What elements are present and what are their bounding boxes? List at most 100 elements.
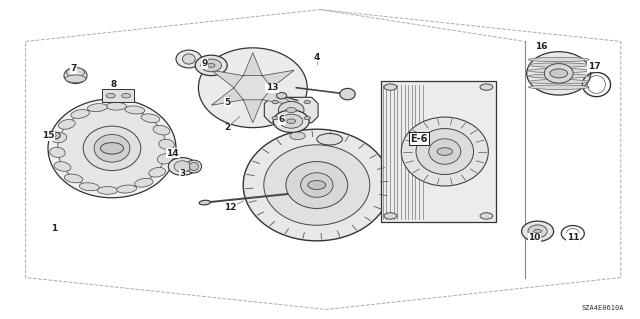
Ellipse shape	[528, 225, 547, 238]
Ellipse shape	[125, 106, 145, 114]
Ellipse shape	[529, 85, 589, 89]
Ellipse shape	[174, 161, 191, 172]
Ellipse shape	[54, 162, 71, 171]
Ellipse shape	[201, 59, 221, 72]
Ellipse shape	[153, 125, 170, 135]
Circle shape	[304, 100, 310, 104]
Text: 9: 9	[202, 59, 208, 68]
Circle shape	[534, 229, 541, 233]
Circle shape	[272, 100, 278, 104]
Circle shape	[304, 116, 310, 120]
Circle shape	[308, 181, 326, 189]
Ellipse shape	[290, 132, 305, 140]
Text: 7: 7	[70, 64, 77, 73]
Text: 16: 16	[534, 42, 547, 51]
Ellipse shape	[157, 154, 173, 164]
Ellipse shape	[168, 158, 196, 175]
Ellipse shape	[522, 221, 554, 241]
Ellipse shape	[301, 173, 333, 197]
Ellipse shape	[198, 48, 307, 128]
Text: 17: 17	[588, 63, 600, 71]
Polygon shape	[262, 70, 294, 88]
Text: 14: 14	[166, 149, 179, 158]
Ellipse shape	[141, 114, 160, 122]
Text: 5: 5	[224, 98, 230, 107]
Text: E-6: E-6	[410, 134, 428, 144]
Ellipse shape	[189, 162, 198, 171]
Circle shape	[437, 148, 452, 155]
Text: 4: 4	[314, 53, 320, 62]
Ellipse shape	[273, 110, 309, 132]
Ellipse shape	[64, 68, 87, 84]
FancyBboxPatch shape	[381, 81, 496, 222]
FancyBboxPatch shape	[102, 89, 134, 102]
Text: 11: 11	[566, 233, 579, 242]
Text: SZA4E0610A: SZA4E0610A	[582, 305, 624, 311]
Ellipse shape	[65, 75, 86, 83]
Ellipse shape	[264, 145, 370, 225]
Circle shape	[480, 84, 493, 90]
Ellipse shape	[286, 162, 348, 209]
Ellipse shape	[186, 160, 202, 173]
Text: 12: 12	[224, 203, 237, 212]
Ellipse shape	[243, 129, 390, 241]
Ellipse shape	[50, 147, 65, 157]
Polygon shape	[243, 100, 262, 123]
Text: 13: 13	[266, 83, 278, 92]
Ellipse shape	[416, 129, 474, 174]
Ellipse shape	[529, 63, 589, 67]
Polygon shape	[243, 53, 262, 76]
Circle shape	[106, 93, 115, 98]
Ellipse shape	[58, 120, 76, 129]
Ellipse shape	[529, 79, 589, 84]
Ellipse shape	[527, 52, 591, 95]
Text: 2: 2	[224, 123, 230, 132]
Text: 10: 10	[528, 233, 541, 242]
Ellipse shape	[83, 126, 141, 171]
Circle shape	[45, 132, 60, 139]
Polygon shape	[211, 70, 243, 88]
Circle shape	[122, 93, 131, 98]
Ellipse shape	[276, 93, 287, 99]
Polygon shape	[211, 88, 243, 105]
Ellipse shape	[529, 74, 589, 78]
Circle shape	[384, 213, 397, 219]
Circle shape	[384, 84, 397, 90]
Ellipse shape	[545, 63, 573, 83]
Ellipse shape	[94, 135, 130, 162]
Ellipse shape	[401, 117, 488, 186]
Polygon shape	[264, 97, 318, 123]
Ellipse shape	[234, 74, 272, 102]
Text: 3: 3	[179, 169, 186, 178]
Ellipse shape	[106, 102, 127, 110]
Ellipse shape	[176, 50, 202, 68]
Ellipse shape	[340, 88, 355, 100]
Ellipse shape	[48, 99, 176, 198]
Ellipse shape	[67, 68, 84, 77]
Ellipse shape	[148, 167, 166, 177]
Circle shape	[207, 63, 215, 67]
Circle shape	[287, 119, 296, 123]
Ellipse shape	[199, 200, 211, 205]
Circle shape	[286, 108, 296, 113]
Ellipse shape	[159, 139, 174, 149]
Ellipse shape	[280, 114, 303, 128]
Ellipse shape	[88, 104, 108, 112]
Circle shape	[550, 69, 568, 78]
Text: 15: 15	[42, 131, 54, 140]
Ellipse shape	[97, 187, 118, 194]
Circle shape	[272, 116, 278, 120]
Circle shape	[480, 213, 493, 219]
Text: 1: 1	[51, 224, 58, 233]
Ellipse shape	[278, 101, 304, 119]
Ellipse shape	[529, 69, 589, 73]
Ellipse shape	[58, 106, 166, 190]
Ellipse shape	[317, 134, 342, 145]
Ellipse shape	[195, 55, 227, 76]
Circle shape	[100, 143, 124, 154]
Ellipse shape	[64, 174, 83, 183]
Ellipse shape	[182, 54, 195, 64]
Ellipse shape	[116, 185, 136, 193]
Polygon shape	[262, 88, 294, 105]
Ellipse shape	[71, 109, 90, 118]
